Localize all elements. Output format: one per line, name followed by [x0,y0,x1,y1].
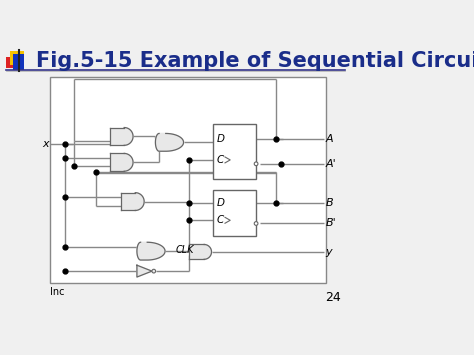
Text: B': B' [326,218,336,229]
Text: A': A' [326,159,336,169]
Text: B: B [326,198,333,208]
Polygon shape [124,127,133,145]
Text: D: D [217,198,225,208]
Polygon shape [124,153,133,171]
Bar [109,153,124,171]
Polygon shape [137,242,165,260]
Text: 24: 24 [325,291,340,304]
Text: Fig.5-15 Example of Sequential Circuit: Fig.5-15 Example of Sequential Circuit [36,51,474,71]
Bar [50,77,326,283]
Bar [190,245,204,259]
Text: CLK: CLK [176,245,194,255]
Bar [109,127,124,145]
Bar [13,54,24,70]
Bar [213,124,256,179]
Bar [6,57,21,67]
Circle shape [254,222,258,225]
Polygon shape [137,265,152,277]
Polygon shape [135,193,144,211]
Bar [9,51,25,65]
Text: C: C [217,215,224,225]
Text: D: D [217,135,225,144]
Polygon shape [204,245,211,259]
Text: x: x [42,139,49,149]
Text: C: C [217,155,224,165]
Text: A: A [326,135,333,144]
Bar [213,190,256,236]
Polygon shape [155,133,183,151]
Text: Inc: Inc [50,287,65,297]
Circle shape [152,269,155,273]
Bar [121,193,135,211]
Text: y: y [326,247,332,257]
Circle shape [254,162,258,166]
